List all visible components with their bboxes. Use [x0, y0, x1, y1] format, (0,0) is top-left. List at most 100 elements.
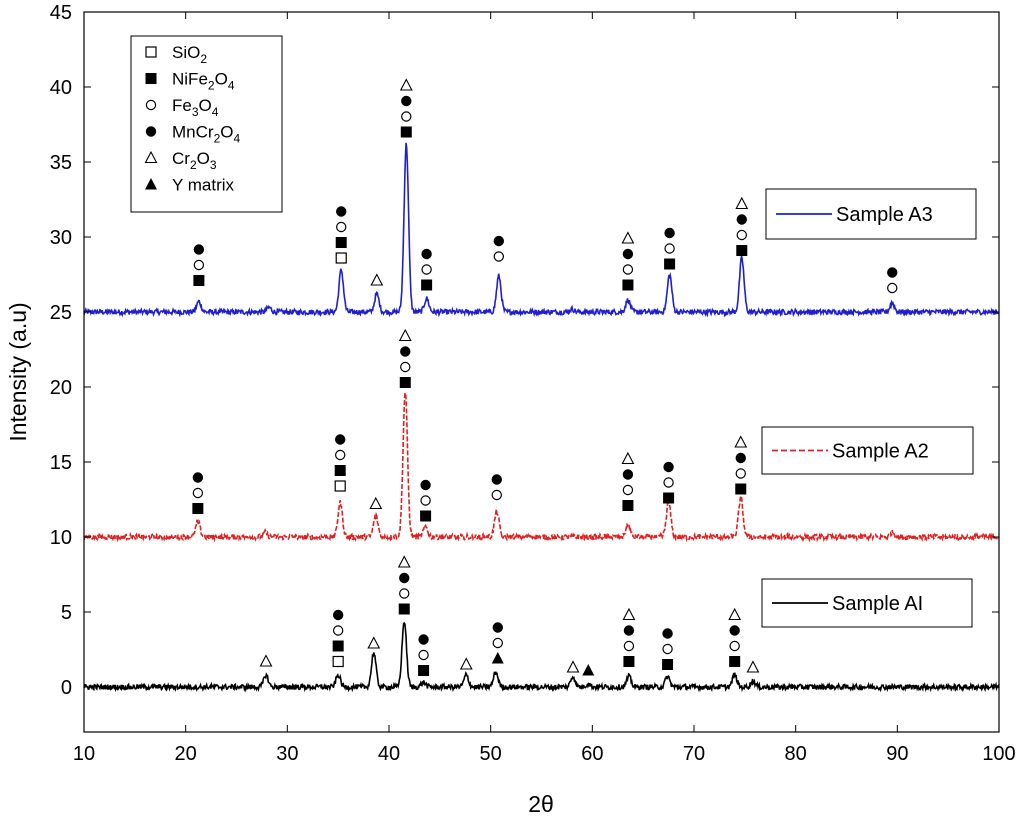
filled-square-marker: [421, 279, 433, 291]
open-circle-marker: [192, 487, 204, 499]
filled-circle-marker: [400, 346, 411, 357]
open-triangle-marker: [621, 451, 635, 465]
open-triangle-marker: [728, 607, 742, 621]
phase-legend-label: Y matrix: [172, 176, 235, 195]
x-tick-label: 80: [785, 743, 807, 765]
filled-circle-marker: [332, 609, 344, 621]
phase-legend-label: Fe3O4: [172, 96, 219, 119]
series-layer: [83, 142, 1000, 693]
open-circle-marker: [663, 477, 674, 488]
filled-circle-marker: [492, 622, 503, 633]
open-square-marker: [334, 480, 346, 492]
open-triangle-marker: [367, 636, 381, 649]
open-triangle-marker: [566, 660, 580, 673]
open-circle-marker: [736, 229, 747, 241]
filled-square-marker: [729, 656, 741, 667]
tick-layer: 10 20 30 40 50 60 70 80 90 100 0 5 10 15 20 25 30 35 40 45: [50, 2, 1016, 765]
filled-circle-marker: [421, 248, 432, 260]
y-tick-label: 10: [50, 527, 72, 549]
open-circle-marker: [622, 264, 634, 275]
plot-frame: [83, 11, 1000, 733]
x-tick-label: 20: [175, 743, 197, 765]
filled-square-marker: [420, 510, 432, 522]
open-circle-marker: [400, 361, 411, 373]
y-tick-label: 15: [50, 452, 72, 474]
open-circle-marker: [335, 449, 346, 461]
open-triangle-marker: [398, 328, 412, 342]
filled-square-marker: [418, 665, 430, 676]
open-triangle-marker: [622, 607, 636, 621]
open-triangle-marker: [259, 654, 273, 667]
filled-square-marker: [193, 275, 205, 286]
filled-circle-marker: [145, 126, 157, 137]
filled-circle-marker: [662, 628, 673, 639]
open-square-marker: [145, 46, 157, 58]
open-circle-marker: [662, 643, 673, 655]
open-square-marker: [335, 252, 347, 264]
open-circle-marker: [336, 221, 347, 233]
filled-triangle-marker: [491, 652, 504, 664]
open-triangle-marker: [734, 435, 748, 448]
y-tick-label: 0: [61, 677, 72, 699]
filled-circle-marker: [623, 625, 635, 636]
filled-square-marker: [663, 492, 675, 504]
filled-square-marker: [398, 603, 410, 615]
series-line: [83, 621, 1000, 693]
open-triangle-marker: [746, 660, 760, 673]
filled-square-marker: [662, 659, 674, 670]
filled-triangle-marker: [582, 664, 595, 676]
open-circle-marker: [493, 251, 504, 262]
x-tick-label: 70: [683, 743, 705, 765]
filled-square-marker: [335, 237, 347, 248]
phase-legend-label: SiO2: [172, 43, 207, 66]
filled-circle-marker: [736, 214, 747, 225]
filled-circle-marker: [622, 469, 634, 480]
open-circle-marker: [193, 259, 205, 271]
filled-circle-marker: [735, 452, 746, 464]
filled-square-marker: [145, 73, 157, 84]
filled-circle-marker: [664, 227, 675, 239]
open-circle-marker: [887, 282, 898, 294]
series-legend-label: Sample AI: [832, 593, 923, 615]
filled-circle-marker: [622, 248, 634, 260]
filled-circle-marker: [663, 461, 674, 473]
series-legend-box: [761, 426, 974, 475]
x-tick-label: 100: [982, 743, 1015, 765]
open-circle-marker: [420, 495, 431, 506]
open-circle-marker: [729, 640, 740, 652]
open-circle-marker: [401, 111, 412, 122]
open-triangle-marker: [370, 273, 384, 286]
open-triangle-marker: [144, 150, 158, 164]
x-tick-label: 60: [581, 743, 603, 765]
y-tick-label: 40: [50, 77, 72, 99]
open-circle-marker: [418, 649, 429, 661]
open-circle-marker: [491, 489, 502, 501]
open-triangle-marker: [369, 496, 383, 510]
phase-legend-box: [130, 35, 283, 213]
filled-circle-marker: [420, 479, 431, 491]
filled-square-marker: [334, 465, 346, 476]
open-circle-marker: [492, 637, 503, 649]
filled-circle-marker: [729, 625, 740, 636]
series-legend-label: Sample A3: [836, 204, 933, 226]
filled-square-marker: [664, 258, 676, 270]
series-line: [83, 142, 1000, 318]
series-legends: Sample A3 Sample A2 Sample AI: [761, 188, 977, 628]
x-tick-label: 10: [73, 743, 95, 765]
filled-square-marker: [622, 500, 634, 511]
filled-square-marker: [400, 126, 412, 138]
filled-square-marker: [192, 503, 204, 514]
filled-circle-marker: [491, 474, 502, 485]
open-circle-marker: [622, 484, 634, 496]
phase-legend-label: MnCr2O4: [172, 123, 240, 146]
y-tick-label: 30: [50, 227, 72, 249]
y-axis-title: Intensity (a.u): [5, 302, 31, 441]
filled-square-marker: [332, 640, 344, 652]
x-tick-label: 40: [378, 743, 400, 765]
filled-circle-marker: [335, 434, 346, 445]
marker-layer: [192, 78, 898, 676]
filled-circle-marker: [493, 235, 504, 247]
open-circle-marker: [623, 640, 635, 652]
